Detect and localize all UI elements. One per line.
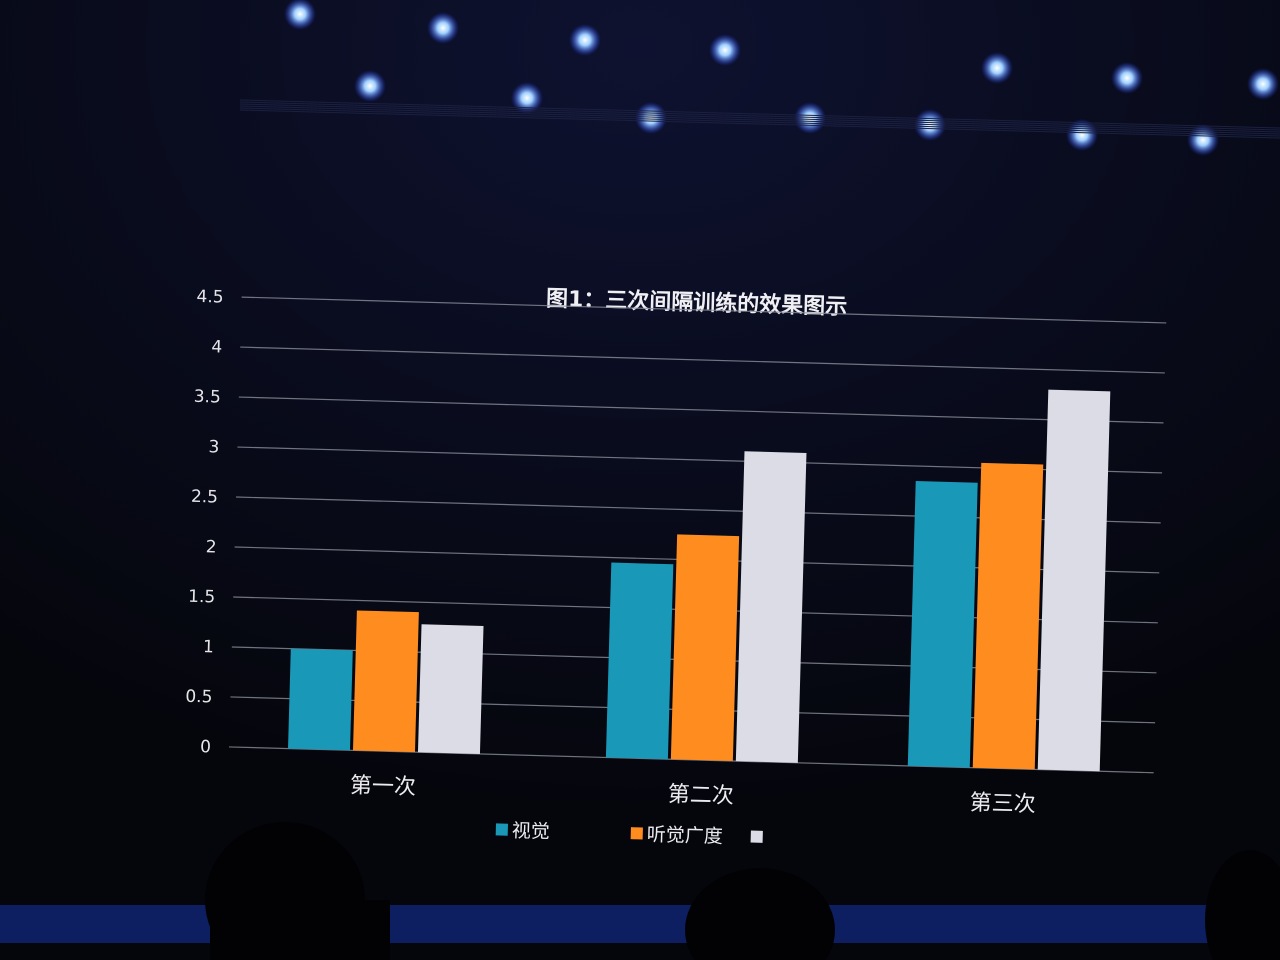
stage-light [427, 12, 459, 44]
stage-lights [239, 0, 1280, 156]
stage-light [1187, 124, 1219, 156]
gridline [238, 396, 1164, 424]
y-tick-label: 4.5 [196, 287, 224, 308]
gridline [241, 296, 1167, 324]
y-tick-label: 2 [205, 537, 216, 557]
legend-swatch [750, 830, 763, 843]
bar-3-3 [1037, 389, 1111, 772]
legend-label: 视觉 [511, 820, 550, 843]
truss-line [239, 103, 1280, 133]
stage-light [569, 24, 601, 56]
chart-legend: 视觉 听觉广度 [495, 820, 763, 848]
y-axis-ticks: 0 0.5 1 1.5 2 2.5 3 3.5 4 4.5 [185, 287, 224, 758]
x-category-label: 第一次 [350, 773, 417, 800]
legend-label: 听觉广度 [646, 824, 723, 848]
y-tick-label: 4 [211, 337, 222, 357]
bar-3-2 [735, 451, 807, 763]
bar-1-3 [907, 481, 978, 768]
truss-line [239, 99, 1280, 129]
y-tick-label: 1.5 [188, 587, 216, 608]
chart-bars [288, 389, 1111, 772]
audience-head [685, 868, 835, 960]
legend-swatch [495, 823, 509, 836]
stage-light [354, 70, 386, 102]
stage-light [1066, 119, 1098, 151]
stage-light [1247, 68, 1279, 100]
x-category-label: 第三次 [969, 791, 1036, 818]
gridline [240, 346, 1165, 374]
stage-light [709, 34, 741, 66]
legend-swatch [630, 827, 643, 840]
truss-line [239, 105, 1280, 135]
stage-light [1111, 62, 1143, 94]
chart-area: 图1：三次间隔训练的效果图示 00.511.522.533.544.5 第一次第… [185, 286, 1167, 848]
stage-floor-light [0, 905, 1280, 943]
y-tick-label: 3 [208, 437, 219, 457]
stage-light [981, 52, 1013, 84]
bar-1-1 [288, 648, 353, 751]
audience-silhouettes [205, 822, 1280, 960]
bar-2-2 [670, 534, 740, 762]
bar-2-3 [972, 462, 1044, 770]
bar-1-2 [605, 562, 674, 760]
x-category-label: 第二次 [668, 782, 735, 809]
y-tick-label: 3.5 [193, 387, 221, 408]
truss-line [239, 101, 1280, 131]
stage-light [284, 0, 316, 30]
truss-line [239, 109, 1280, 139]
bar-2-1 [352, 610, 419, 753]
y-tick-label: 0 [200, 737, 211, 757]
y-tick-label: 0.5 [185, 687, 213, 708]
audience-body [210, 900, 390, 960]
stage-light [635, 102, 667, 134]
truss-line [239, 107, 1280, 137]
y-tick-label: 1 [203, 637, 214, 657]
audience-head [1205, 850, 1280, 960]
y-tick-label: 2.5 [191, 487, 219, 508]
bar-3-1 [417, 624, 484, 754]
x-axis-labels: 第一次 第二次 第三次 [350, 773, 1036, 817]
stage-light [511, 82, 543, 114]
